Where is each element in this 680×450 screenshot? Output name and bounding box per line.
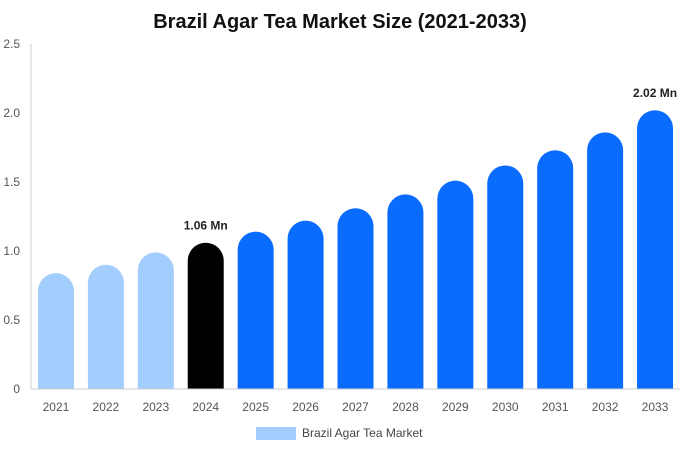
x-tick-label: 2032 [592,400,619,414]
bar-2024 [187,242,224,389]
x-tick-label: 2024 [192,400,219,414]
chart-title: Brazil Agar Tea Market Size (2021-2033) [153,11,527,33]
bar-2032 [587,132,624,389]
bar-2028 [387,194,424,389]
legend-swatch [256,427,296,440]
x-tick-label: 2029 [442,400,469,414]
x-tick-label: 2025 [242,400,269,414]
bar-2023 [137,252,174,389]
data-label-2033: 2.02 Mn [633,86,677,100]
bar-2029 [437,180,474,389]
bar-2026 [287,220,324,389]
x-tick-label: 2023 [142,400,169,414]
bar-2022 [87,264,124,389]
data-label-2024: 1.06 Mn [184,219,228,233]
data-labels-group: 1.06 Mn 2.02 Mn [184,86,677,232]
x-tick-label: 2027 [342,400,369,414]
y-tick-label: 1.5 [3,175,20,189]
y-tick-label: 1.0 [3,244,20,258]
x-axis: 2021 2022 2023 2024 2025 2026 2027 2028 2029 2030… [31,388,680,414]
y-tick-label: 2.0 [3,106,20,120]
bar-2027 [337,208,374,389]
legend-label: Brazil Agar Tea Market [302,426,423,440]
x-tick-label: 2033 [642,400,669,414]
x-tick-label: 2022 [93,400,120,414]
bar-2021 [37,273,74,389]
y-tick-label: 0 [13,382,20,396]
bars-group [37,110,674,390]
x-tick-label: 2030 [492,400,519,414]
x-tick-label: 2028 [392,400,419,414]
legend[interactable]: Brazil Agar Tea Market [256,426,423,440]
x-tick-label: 2021 [43,400,70,414]
bar-2025 [237,231,274,389]
y-tick-label: 2.5 [3,37,20,51]
x-tick-label: 2031 [542,400,569,414]
bar-2031 [537,150,574,389]
y-axis: 0 0.5 1.0 1.5 2.0 2.5 [3,37,32,396]
bar-2030 [487,165,524,389]
x-tick-label: 2026 [292,400,319,414]
bar-2033 [637,110,674,390]
y-tick-label: 0.5 [3,313,20,327]
